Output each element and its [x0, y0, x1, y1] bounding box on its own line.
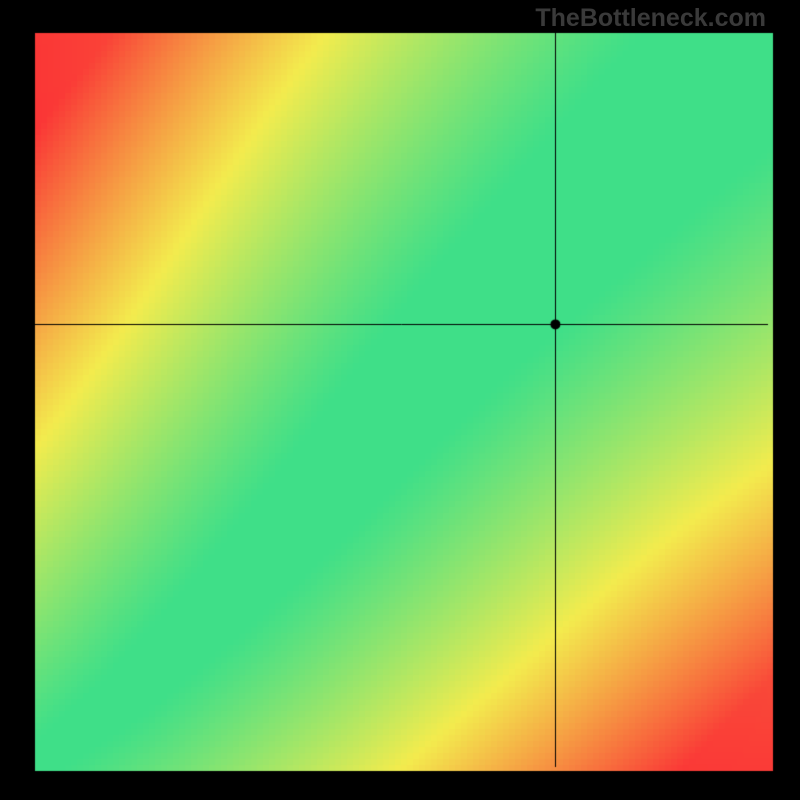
- watermark-text: TheBottleneck.com: [535, 4, 766, 33]
- chart-container: { "watermark": { "text": "TheBottleneck.…: [0, 0, 800, 800]
- bottleneck-heatmap: [0, 0, 800, 800]
